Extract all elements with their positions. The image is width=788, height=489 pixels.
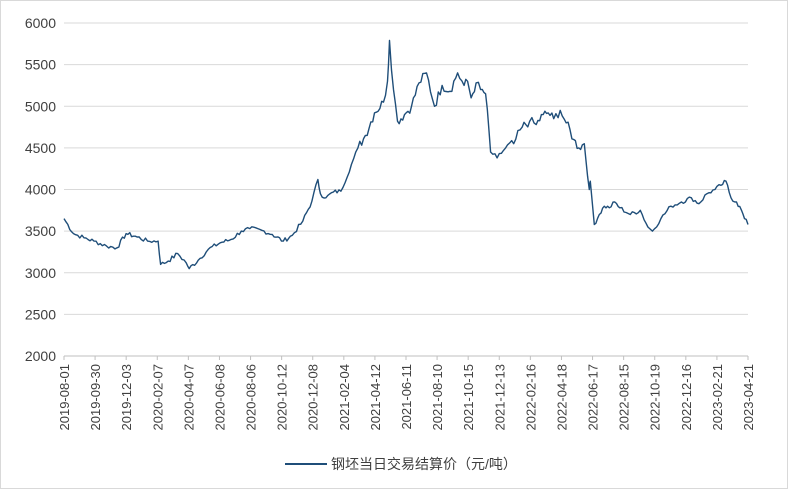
y-tick-label: 2500 <box>25 306 56 322</box>
x-tick-label: 2020-06-08 <box>212 364 227 431</box>
x-tick-label: 2019-08-01 <box>57 364 72 431</box>
x-tick-label: 2019-12-03 <box>119 364 134 431</box>
x-tick-label: 2021-06-11 <box>399 364 414 430</box>
x-tick-label: 2021-08-10 <box>430 364 445 431</box>
x-tick-label: 2022-08-15 <box>617 364 632 431</box>
x-tick-label: 2022-06-17 <box>586 364 601 431</box>
x-tick-label: 2023-02-21 <box>710 364 725 431</box>
x-tick-label: 2022-04-18 <box>554 364 569 431</box>
y-tick-label: 4000 <box>25 182 56 198</box>
gridlines <box>64 22 748 315</box>
x-tick-label: 2020-04-07 <box>181 364 196 431</box>
y-tick-label: 3500 <box>25 223 56 239</box>
x-tick-label: 2022-12-16 <box>679 364 694 431</box>
x-tick-label: 2021-12-13 <box>492 364 507 431</box>
y-tick-label: 5000 <box>25 98 56 114</box>
x-tick-label: 2019-09-30 <box>88 364 103 431</box>
y-tick-label: 5500 <box>25 57 56 73</box>
x-tick-label: 2021-10-15 <box>461 364 476 431</box>
x-tick-label: 2020-02-07 <box>150 364 165 431</box>
x-tick-label: 2020-12-08 <box>306 364 321 431</box>
x-axis: 2019-08-01 2019-09-30 2019-12-03 2020-02-07… <box>57 355 756 431</box>
y-tick-label: 2000 <box>25 348 56 364</box>
y-tick-label: 4500 <box>25 140 56 156</box>
series-group <box>63 39 749 270</box>
x-tick-label: 2021-02-04 <box>337 364 352 431</box>
x-tick-label: 2021-04-12 <box>368 364 383 431</box>
y-tick-label: 6000 <box>25 15 56 31</box>
y-axis: 2000 2500 3000 3500 4000 4500 5000 5500 6000 <box>25 15 56 364</box>
legend-label: 钢坯当日交易结算价（元/吨） <box>331 456 517 472</box>
x-tick-label: 2022-10-19 <box>648 364 663 431</box>
x-tick-label: 2022-02-16 <box>523 364 538 431</box>
x-tick-label: 2020-10-12 <box>275 364 290 431</box>
x-tick-label: 2023-04-21 <box>741 364 756 431</box>
legend: 钢坯当日交易结算价（元/吨） <box>285 456 517 472</box>
x-tick-label: 2020-08-06 <box>244 364 259 431</box>
y-tick-label: 3000 <box>25 265 56 281</box>
series-line <box>63 39 749 270</box>
